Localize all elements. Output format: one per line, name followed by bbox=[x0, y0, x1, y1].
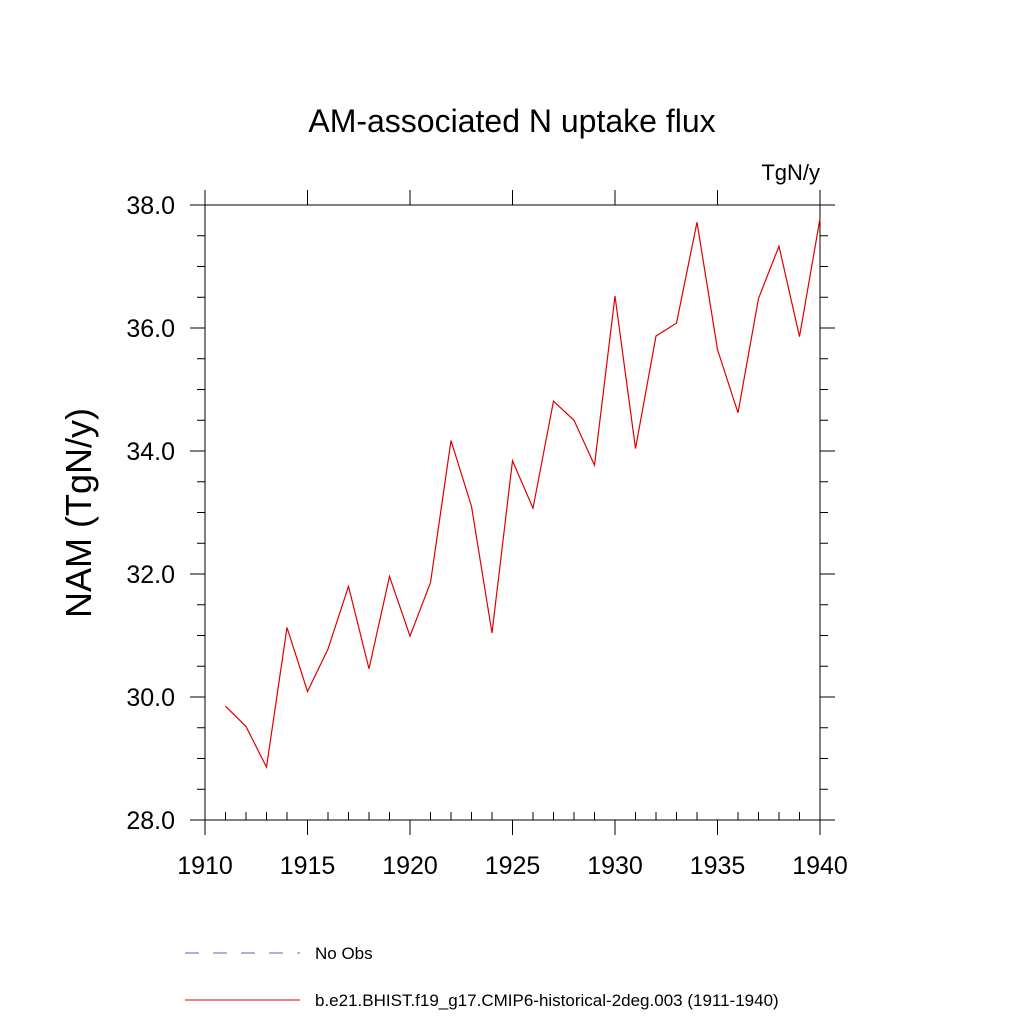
axis-ticks bbox=[190, 190, 835, 835]
x-tick-label: 1930 bbox=[587, 852, 643, 880]
y-tick-label: 28.0 bbox=[126, 807, 175, 835]
legend-label-no-obs: No Obs bbox=[315, 944, 373, 963]
x-tick-label: 1920 bbox=[382, 852, 438, 880]
x-tick-label: 1915 bbox=[280, 852, 336, 880]
y-tick-label: 34.0 bbox=[126, 438, 175, 466]
chart-title: AM-associated N uptake flux bbox=[308, 103, 715, 139]
x-tick-label: 1925 bbox=[485, 852, 541, 880]
units-label: TgN/y bbox=[761, 160, 820, 185]
y-axis-label: NAM (TgN/y) bbox=[58, 408, 99, 618]
x-tick-labels: 1910 1915 1920 1925 1930 1935 1940 bbox=[177, 852, 848, 880]
x-tick-label: 1910 bbox=[177, 852, 233, 880]
y-tick-label: 32.0 bbox=[126, 561, 175, 589]
legend: No Obs b.e21.BHIST.f19_g17.CMIP6-histori… bbox=[185, 944, 779, 1010]
y-tick-labels: 28.0 30.0 32.0 34.0 36.0 38.0 bbox=[126, 192, 175, 835]
series-layer bbox=[225, 218, 821, 770]
x-tick-label: 1940 bbox=[792, 852, 848, 880]
y-tick-label: 38.0 bbox=[126, 192, 175, 220]
x-tick-label: 1935 bbox=[690, 852, 746, 880]
series-line bbox=[225, 218, 821, 770]
legend-label-model: b.e21.BHIST.f19_g17.CMIP6-historical-2de… bbox=[315, 991, 779, 1010]
plot-frame bbox=[204, 204, 821, 821]
y-tick-label: 30.0 bbox=[126, 684, 175, 712]
y-tick-label: 36.0 bbox=[126, 315, 175, 343]
